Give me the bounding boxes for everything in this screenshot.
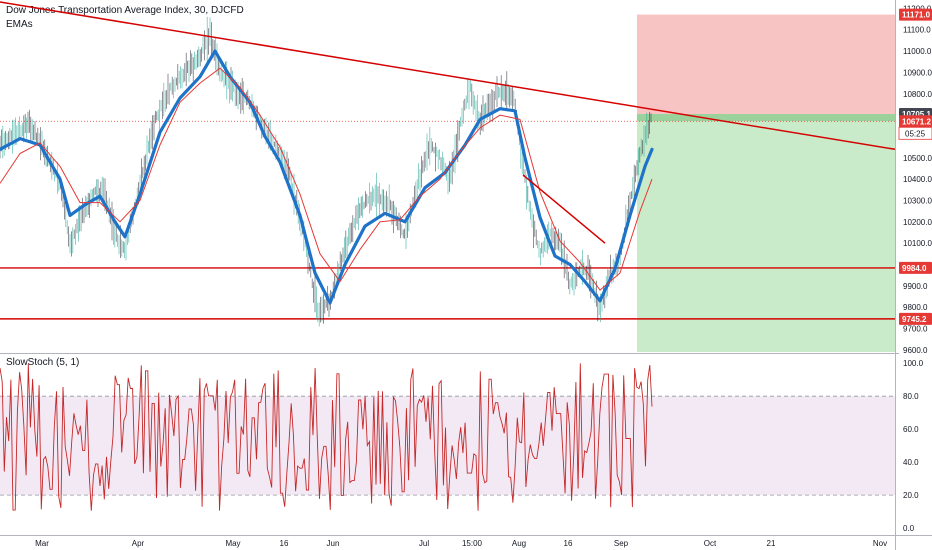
- time-tick-label: Nov: [873, 539, 887, 548]
- price-tag-label: 10671.2: [902, 117, 931, 126]
- price-tag: [899, 261, 932, 274]
- time-tick-label: Apr: [132, 539, 145, 548]
- price-tick-label: 10100.0: [903, 239, 932, 248]
- price-tag-label: 11171.0: [902, 11, 931, 20]
- indicator-label: EMAs: [6, 19, 33, 30]
- time-tick-label: Mar: [35, 539, 49, 548]
- time-tick-label: Aug: [512, 539, 526, 548]
- osc-tick-label: 80.0: [903, 392, 919, 401]
- price-tick-label: 10900.0: [903, 68, 932, 77]
- time-tick-label: Oct: [704, 539, 717, 548]
- take-profit-zone: [637, 121, 895, 352]
- price-tag: [899, 312, 932, 325]
- price-pane[interactable]: [0, 1, 896, 352]
- oscillator-pane[interactable]: [0, 363, 895, 511]
- price-tick-label: 10500.0: [903, 154, 932, 163]
- oscillator-title: SlowStoch (5, 1): [6, 357, 80, 368]
- stoch-line: [0, 363, 653, 511]
- price-tick-label: 9600.0: [903, 346, 928, 355]
- osc-tick-label: 0.0: [903, 524, 915, 533]
- time-tick-label: Sep: [614, 539, 629, 548]
- time-tick-label: Jun: [327, 539, 340, 548]
- price-tick-label: 10400.0: [903, 175, 932, 184]
- osc-tick-label: 20.0: [903, 491, 919, 500]
- time-tick-label: 16: [564, 539, 573, 548]
- descending-trendline: [0, 1, 896, 151]
- ema-fast-line: [0, 49, 654, 305]
- chart-legend: Dow Jones Transportation Average Index, …: [6, 4, 244, 32]
- short-trendline: [522, 174, 606, 244]
- time-tick-label: Jul: [419, 539, 429, 548]
- price-tick-label: 11100.0: [903, 26, 931, 35]
- price-tag: [899, 8, 932, 21]
- time-tick-label: May: [225, 539, 240, 548]
- price-tick-label: 10300.0: [903, 197, 932, 206]
- countdown-tag: [898, 126, 932, 140]
- time-tick-label: 21: [767, 539, 776, 548]
- price-tick-label: 10200.0: [903, 218, 932, 227]
- time-tick-label: 16: [280, 539, 289, 548]
- osc-tick-label: 60.0: [903, 425, 919, 434]
- price-tick-label: 9800.0: [903, 303, 928, 312]
- chart-title: Dow Jones Transportation Average Index, …: [6, 5, 244, 16]
- price-tag-label: 10705.1: [902, 110, 931, 119]
- price-tick-label: 9700.0: [903, 325, 928, 334]
- price-tag: [899, 115, 932, 128]
- osc-tick-label: 100.0: [903, 359, 924, 368]
- countdown-label: 05:25: [905, 129, 926, 138]
- price-tick-label: 9900.0: [903, 282, 928, 291]
- price-tick-label: 11000.0: [903, 47, 932, 56]
- ema-slow-line: [0, 67, 653, 291]
- price-tick-label: 10800.0: [903, 90, 932, 99]
- time-tick-label: 15:00: [462, 539, 483, 548]
- entry-band: [637, 114, 895, 122]
- stop-loss-zone: [637, 14, 895, 115]
- osc-tick-label: 40.0: [903, 458, 919, 467]
- price-tag-label: 9984.0: [902, 264, 927, 273]
- price-tag-label: 9745.2: [902, 315, 927, 324]
